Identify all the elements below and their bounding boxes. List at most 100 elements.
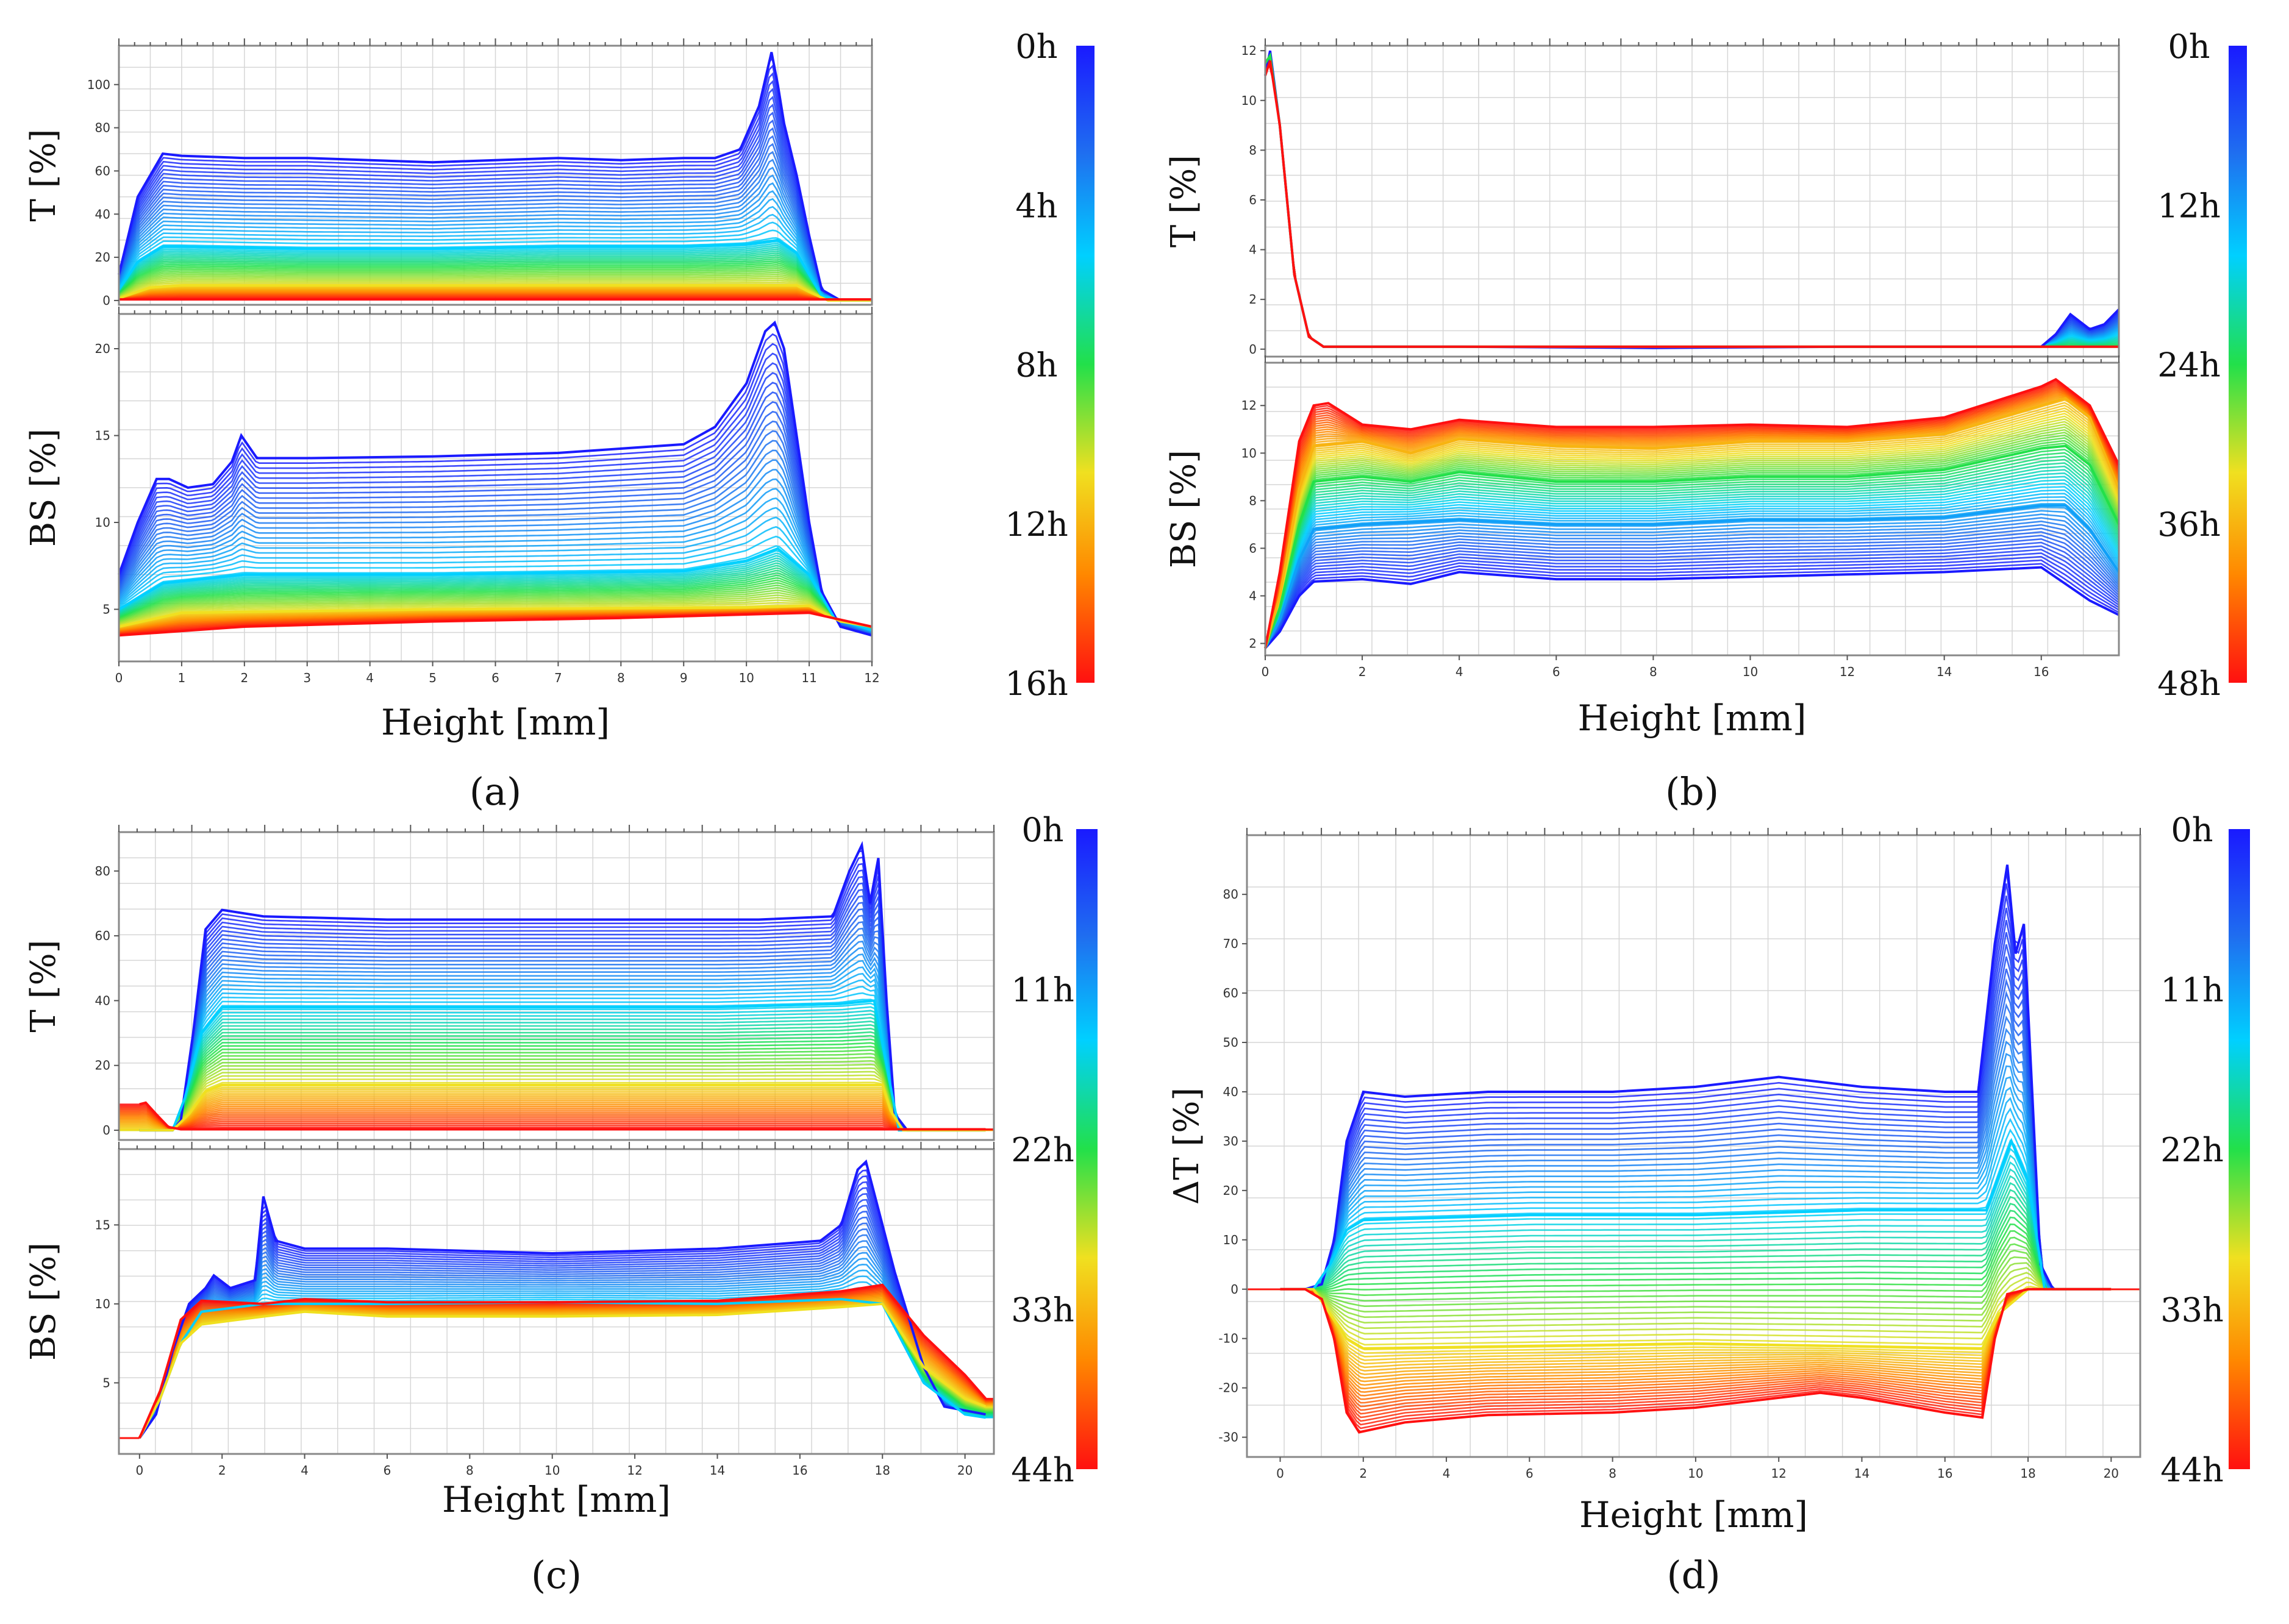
y-tick-label: 70 bbox=[1223, 936, 1238, 951]
profile-curve bbox=[119, 1088, 994, 1131]
profile-curve bbox=[118, 273, 872, 302]
series-24h-line bbox=[1264, 397, 2120, 649]
profile-curve bbox=[118, 252, 872, 302]
profile-curve bbox=[1264, 479, 2120, 649]
x-tick-label: 2 bbox=[240, 671, 248, 685]
profile-curve bbox=[118, 525, 873, 632]
profile-curve bbox=[119, 882, 994, 1131]
profile-curve bbox=[1247, 1243, 2140, 1302]
x-axis-label: Height [mm] bbox=[442, 1479, 671, 1520]
profile-curve bbox=[118, 574, 873, 630]
colorbar-label: 33h bbox=[2160, 1291, 2224, 1330]
series-48h-line bbox=[1264, 60, 2119, 348]
profile-curve bbox=[1264, 472, 2120, 649]
profile-curve bbox=[119, 1035, 994, 1131]
profile-curve bbox=[118, 589, 873, 629]
profile-curve bbox=[119, 856, 994, 1131]
y-tick-label: 2 bbox=[1249, 292, 1257, 307]
profile-curve bbox=[118, 80, 872, 302]
profile-curve bbox=[1247, 1202, 2140, 1291]
y-tick-label: 80 bbox=[1223, 887, 1238, 902]
series-0h-line bbox=[1264, 566, 2119, 649]
profile-curve bbox=[119, 953, 994, 1131]
profile-curve bbox=[1247, 1147, 2140, 1291]
x-tick-label: 10 bbox=[545, 1463, 560, 1478]
y-tick-label: 0 bbox=[102, 293, 110, 308]
profile-curve bbox=[118, 586, 873, 629]
profile-curve bbox=[1264, 559, 2119, 649]
profile-curve bbox=[1247, 1161, 2140, 1291]
profile-curve bbox=[1264, 455, 2120, 649]
profile-curve bbox=[118, 594, 873, 629]
profile-curve bbox=[1247, 1097, 2140, 1291]
chart-d: -30 -20 -10 0 10 20 30 40 50 60 70 80 ΔT [%] 0 2 4 6 8 10 1… bbox=[1167, 811, 2250, 1597]
profile-curve bbox=[118, 372, 873, 635]
x-tick-label: 6 bbox=[1526, 1466, 1534, 1481]
profile-curve bbox=[118, 401, 873, 635]
x-tick-label: 3 bbox=[303, 671, 311, 685]
profile-curve bbox=[119, 1070, 994, 1131]
profile-curve bbox=[119, 979, 994, 1131]
series-22h-line bbox=[138, 1302, 987, 1439]
profile-curve bbox=[119, 1240, 994, 1439]
profile-curve bbox=[1264, 496, 2120, 649]
y-tick-label: 6 bbox=[1249, 541, 1257, 555]
profile-curve bbox=[1247, 944, 2140, 1291]
chart-c-panel-2: 5 10 15 BS [%] 0 2 4 6 8 10 12 14 16 18 20 bbox=[24, 1142, 995, 1478]
profile-curve bbox=[119, 1175, 994, 1439]
profile-curve bbox=[119, 914, 994, 1131]
profile-curve bbox=[1264, 396, 2120, 649]
x-tick-label: 6 bbox=[384, 1463, 391, 1478]
x-tick-label: 16 bbox=[2034, 664, 2049, 679]
profile-curve bbox=[1264, 475, 2120, 649]
profile-curve bbox=[1247, 1168, 2140, 1291]
profile-curve bbox=[119, 1063, 994, 1131]
profile-curve bbox=[119, 908, 994, 1131]
profile-curve bbox=[118, 577, 873, 630]
series-44h-line bbox=[1280, 1287, 2112, 1434]
profile-curve bbox=[1247, 932, 2140, 1291]
y-tick-label: 0 bbox=[1230, 1282, 1238, 1297]
y-tick-label: 4 bbox=[1249, 243, 1257, 257]
y-tick-label: 2 bbox=[1249, 636, 1257, 650]
profile-curve bbox=[118, 281, 872, 302]
profile-curve bbox=[119, 966, 994, 1131]
profile-curve bbox=[1247, 1286, 2140, 1346]
colorbar-label: 0h bbox=[1015, 27, 1057, 66]
profile-curve bbox=[1247, 1250, 2140, 1308]
profile-curve bbox=[119, 1049, 994, 1131]
y-tick-label: 20 bbox=[1223, 1183, 1238, 1198]
series-11h-line bbox=[139, 999, 986, 1132]
y-tick-label: 10 bbox=[1223, 1233, 1238, 1247]
profile-curve bbox=[1264, 517, 2120, 649]
x-tick-label: 10 bbox=[1743, 664, 1758, 679]
x-tick-label: 2 bbox=[218, 1463, 226, 1478]
x-tick-label: 12 bbox=[864, 671, 879, 685]
profile-curve bbox=[1247, 1182, 2140, 1291]
profile-curve bbox=[118, 333, 873, 636]
profile-curve bbox=[119, 1281, 994, 1439]
profile-curve bbox=[118, 430, 873, 634]
x-axis-label: Height [mm] bbox=[381, 702, 610, 743]
y-axis-label: T [%] bbox=[24, 939, 63, 1032]
y-tick-label: 100 bbox=[87, 77, 110, 92]
profile-curve bbox=[119, 999, 994, 1131]
profile-curve bbox=[1264, 415, 2120, 649]
profile-curve bbox=[1247, 1065, 2140, 1291]
y-tick-label: 6 bbox=[1249, 193, 1257, 207]
profile-curve bbox=[119, 1222, 994, 1439]
x-tick-label: 6 bbox=[1552, 664, 1560, 679]
profile-curve bbox=[119, 1106, 994, 1130]
profile-curve bbox=[119, 1010, 994, 1131]
profile-curve bbox=[118, 567, 873, 630]
profile-curve bbox=[1247, 990, 2140, 1291]
profile-curve bbox=[1264, 413, 2120, 649]
profile-curve bbox=[119, 1074, 994, 1131]
profile-curve bbox=[1264, 418, 2120, 649]
profile-curve bbox=[1264, 383, 2120, 649]
profile-curve bbox=[118, 72, 872, 302]
profile-curve bbox=[118, 562, 873, 630]
colorbar bbox=[1076, 829, 1098, 1469]
